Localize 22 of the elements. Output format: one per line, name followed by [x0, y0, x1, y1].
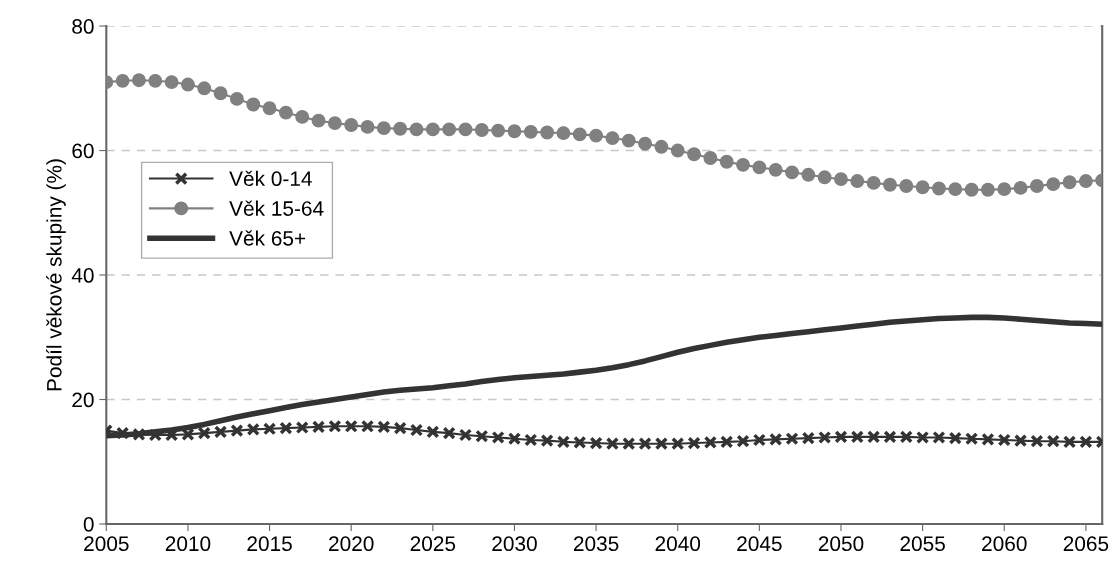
- legend-label: Věk 65+: [229, 230, 306, 246]
- x-tick-label: 2065: [1063, 536, 1109, 552]
- x-tick-label: 2040: [655, 536, 701, 552]
- y-tick-label: 20: [72, 392, 94, 408]
- x-tick-label: 2060: [982, 536, 1027, 552]
- x-tick-label: 2025: [410, 536, 456, 552]
- y-tick-label: 60: [72, 143, 94, 159]
- x-tick-label: 2035: [573, 536, 619, 552]
- y-tick-label: 0: [83, 517, 94, 532]
- x-tick-label: 2010: [165, 536, 211, 552]
- y-axis-title: Podíl věkové skupiny (%): [46, 159, 66, 391]
- y-tick-label: 40: [71, 268, 94, 283]
- x-tick-label: 2005: [84, 536, 129, 552]
- y-tick-label: 80: [72, 19, 94, 34]
- x-tick-label: 2055: [900, 536, 945, 552]
- x-tick-label: 2020: [329, 536, 374, 552]
- legend-label: Věk 0-14: [229, 170, 312, 187]
- legend-label: Věk 15-64: [229, 200, 324, 216]
- x-tick-label: 2030: [492, 536, 537, 552]
- x-tick-label: 2045: [737, 536, 782, 552]
- x-tick-label: 2015: [247, 536, 292, 552]
- x-tick-label: 2050: [818, 536, 864, 552]
